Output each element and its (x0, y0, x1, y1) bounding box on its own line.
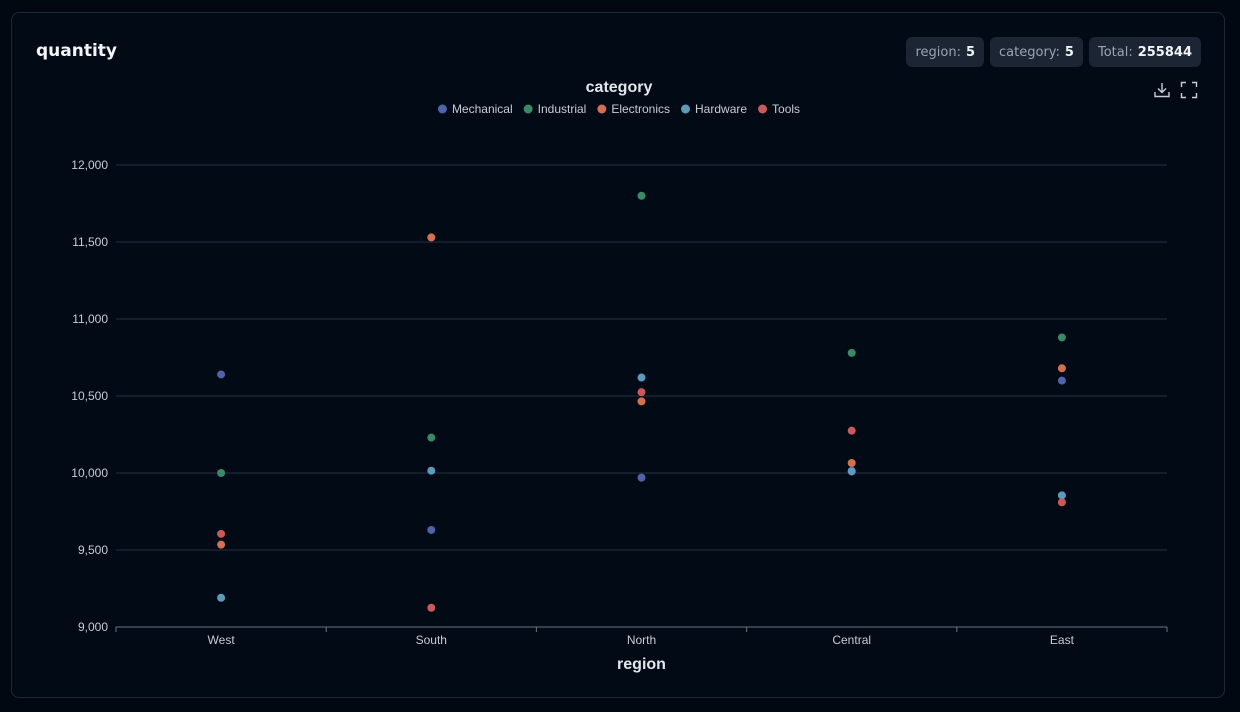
legend-title: category (586, 79, 653, 96)
data-point (217, 593, 226, 602)
download-icon[interactable] (1153, 81, 1171, 99)
y-tick-label: 10,000 (71, 466, 108, 480)
data-point (637, 373, 646, 382)
data-point (427, 603, 436, 612)
x-tick-label: Central (832, 633, 871, 647)
y-tick-label: 11,000 (72, 312, 108, 326)
legend-label: Electronics (611, 102, 670, 116)
data-point (847, 467, 856, 476)
category-count-badge: category: 5 (990, 37, 1083, 67)
x-axis-label: region (617, 656, 666, 673)
badge-value: 5 (965, 44, 976, 60)
data-point (637, 191, 646, 200)
total-badge: Total: 255844 (1088, 37, 1201, 67)
badge-value: 255844 (1137, 44, 1192, 60)
legend-marker (681, 104, 691, 114)
data-point (217, 540, 226, 549)
data-point (427, 466, 436, 475)
legend-marker (758, 104, 768, 114)
data-point (1057, 498, 1066, 507)
data-point (847, 426, 856, 435)
data-point (847, 348, 856, 357)
data-point (637, 473, 646, 482)
legend-marker (523, 104, 533, 114)
data-point (427, 525, 436, 534)
y-tick-label: 11,500 (72, 235, 108, 249)
data-point (1057, 333, 1066, 342)
badge-label: region: (915, 44, 961, 60)
data-point (217, 529, 226, 538)
y-tick-label: 12,000 (71, 158, 108, 172)
badge-label: Total: (1097, 44, 1133, 60)
y-tick-label: 10,500 (71, 389, 108, 403)
y-tick-label: 9,000 (78, 620, 108, 634)
chart-card: quantity region: 5 category: 5 Total: 25… (11, 12, 1225, 698)
data-point (637, 388, 646, 397)
data-point (1057, 376, 1066, 385)
region-count-badge: region: 5 (906, 37, 985, 67)
card-title: quantity (36, 41, 118, 61)
data-point (1057, 491, 1066, 500)
data-point (427, 433, 436, 442)
legend-label: Tools (772, 102, 800, 116)
chart-toolbar (1153, 81, 1198, 99)
badge-value: 5 (1064, 44, 1074, 60)
data-point (217, 469, 226, 477)
badge-label: category: (999, 44, 1060, 60)
data-point (847, 458, 856, 467)
fullscreen-icon[interactable] (1180, 81, 1198, 99)
legend-marker (597, 104, 607, 114)
legend-label: Mechanical (452, 102, 513, 116)
y-tick-label: 9,500 (78, 543, 108, 557)
data-point (427, 233, 436, 242)
x-tick-label: West (208, 633, 236, 647)
data-point (217, 370, 226, 379)
data-point (1057, 364, 1066, 373)
x-tick-label: East (1050, 633, 1075, 647)
data-point (637, 397, 646, 406)
legend-marker (437, 104, 447, 114)
summary-badges: region: 5 category: 5 Total: 255844 (906, 37, 1201, 67)
x-tick-label: South (416, 633, 447, 647)
legend-label: Industrial (538, 102, 587, 116)
x-tick-label: North (627, 633, 656, 647)
legend-label: Hardware (695, 102, 747, 116)
